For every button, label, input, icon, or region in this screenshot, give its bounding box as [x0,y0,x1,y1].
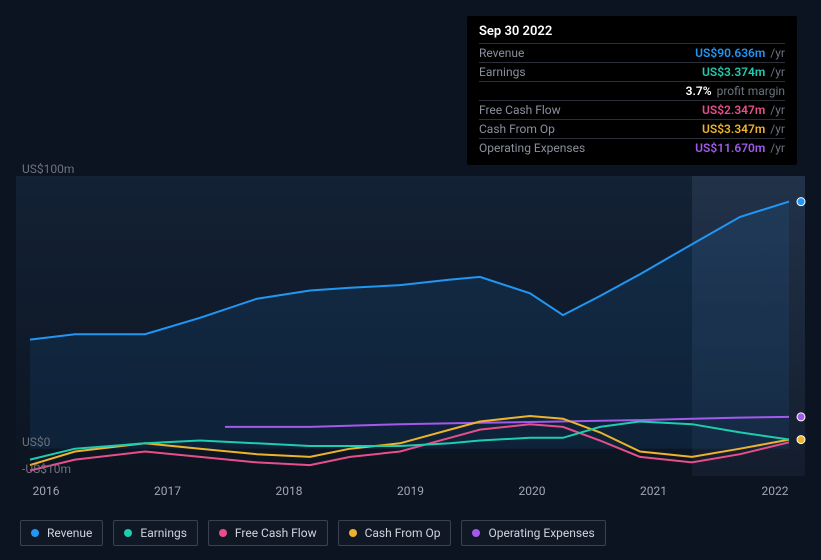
tooltip-row-unit: profit margin [714,84,785,98]
legend-dot-icon [31,529,39,537]
tooltip-row-unit: /yr [767,103,785,117]
series-end-marker [797,198,805,206]
tooltip-row: Earnings US$3.374m /yr [479,62,785,81]
tooltip-row-unit: /yr [767,65,785,79]
chart-tooltip: Sep 30 2022 RevenueUS$90.636m /yrEarning… [467,16,797,165]
tooltip-row-label: Free Cash Flow [479,103,609,117]
tooltip-row: Free Cash Flow US$2.347m /yr [479,100,785,119]
chart-legend: Revenue Earnings Free Cash Flow Cash From O… [20,520,606,546]
tooltip-row-value: US$90.636m [695,46,765,60]
legend-item[interactable]: Free Cash Flow [208,520,328,546]
tooltip-row-value: US$3.347m [702,122,765,136]
legend-item[interactable]: Revenue [20,520,103,546]
tooltip-row: 3.7% profit margin [479,81,785,100]
tooltip-row-unit: /yr [767,141,785,155]
legend-dot-icon [349,529,357,537]
tooltip-row: Revenue US$90.636m /yr [479,43,785,62]
x-axis-label: 2022 [762,484,789,498]
x-axis-label: 2016 [33,484,60,498]
tooltip-row-label: Earnings [479,65,609,79]
tooltip-row-value: 3.7% [686,84,712,98]
x-axis-label: 2019 [397,484,424,498]
legend-label: Revenue [47,526,92,540]
tooltip-row: Operating Expenses US$11.670m /yr [479,138,785,157]
legend-item[interactable]: Earnings [113,520,198,546]
legend-label: Earnings [140,526,187,540]
legend-dot-icon [124,529,132,537]
tooltip-row: Cash From Op US$3.347m /yr [479,119,785,138]
y-axis-label: US$0 [22,435,50,449]
tooltip-row-label: Revenue [479,46,609,60]
x-axis-label: 2018 [276,484,303,498]
legend-label: Free Cash Flow [235,526,317,540]
x-axis-label: 2017 [154,484,181,498]
tooltip-row-value: US$2.347m [702,103,765,117]
y-axis-label: -US$10m [22,462,71,476]
series-end-marker [797,413,805,421]
x-axis-label: 2021 [640,484,667,498]
legend-dot-icon [472,529,480,537]
legend-dot-icon [219,529,227,537]
legend-label: Operating Expenses [488,526,594,540]
x-axis-label: 2020 [519,484,546,498]
tooltip-row-label: Cash From Op [479,122,609,136]
series-end-marker [797,436,805,444]
tooltip-date: Sep 30 2022 [479,24,785,43]
tooltip-row-unit: /yr [767,122,785,136]
tooltip-row-value: US$3.374m [702,65,765,79]
tooltip-row-value: US$11.670m [695,141,765,155]
legend-label: Cash From Op [365,526,441,540]
tooltip-row-label: Operating Expenses [479,141,609,155]
legend-item[interactable]: Operating Expenses [461,520,605,546]
legend-item[interactable]: Cash From Op [338,520,452,546]
y-axis-label: US$100m [22,162,74,176]
tooltip-row-unit: /yr [767,46,785,60]
